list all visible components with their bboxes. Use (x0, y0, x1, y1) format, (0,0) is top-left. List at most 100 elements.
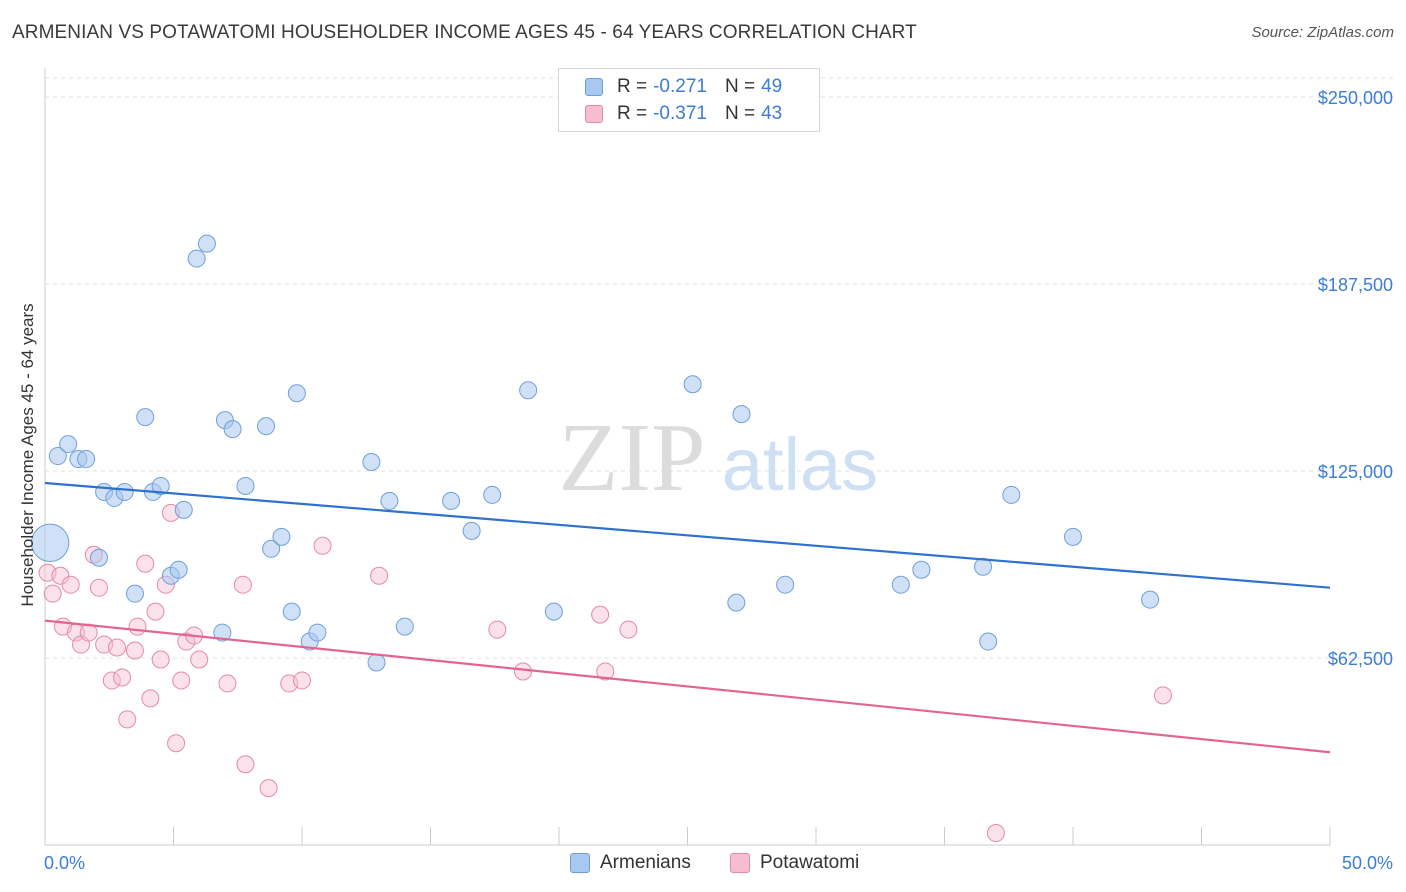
armenian-point (1002, 485, 1021, 504)
armenian-point (223, 420, 242, 439)
armenian-point (362, 453, 381, 472)
potawatomi-point (619, 620, 638, 639)
armenian-point (136, 408, 155, 427)
potawatomi-point (259, 779, 278, 798)
potawatomi-swatch (585, 105, 603, 123)
armenian-points (30, 234, 1160, 672)
r-value: -0.371 (653, 103, 707, 124)
axes (44, 68, 1331, 846)
armenian-point (367, 653, 386, 672)
armenian-point (519, 381, 538, 400)
potawatomi-trend-line (44, 619, 1331, 754)
legend-item-armenians: Armenians (570, 852, 691, 874)
potawatomi-points (38, 503, 1172, 843)
potawatomi-point (151, 650, 170, 669)
potawatomi-point (236, 755, 255, 774)
n-value: 43 (761, 103, 783, 124)
x-tick-label: 0.0% (44, 853, 85, 873)
potawatomi-point (172, 671, 191, 690)
legend-label-armenians: Armenians (600, 852, 691, 873)
armenian-point (30, 523, 70, 563)
potawatomi-point (514, 662, 533, 681)
potawatomi-point (1153, 686, 1172, 705)
potawatomi-point (125, 641, 144, 660)
legend-label-potawatomi: Potawatomi (760, 852, 860, 873)
armenian-point (213, 623, 232, 642)
potawatomi-point (218, 674, 237, 693)
armenian-point (115, 482, 134, 501)
armenian-point (236, 476, 255, 495)
armenian-point (544, 602, 563, 621)
y-axis-label: Householder Income Ages 45 - 64 years (18, 303, 37, 606)
potawatomi-point (43, 584, 62, 603)
legend-item-potawatomi: Potawatomi (730, 852, 859, 874)
y-tick-label: $125,000 (1318, 462, 1393, 482)
y-tick-label: $62,500 (1328, 649, 1393, 669)
armenian-point (59, 435, 78, 454)
potawatomi-point (89, 578, 108, 597)
grid-lines (45, 77, 1395, 659)
armenian-point (89, 548, 108, 567)
armenian-point (1064, 527, 1082, 546)
potawatomi-point (488, 620, 507, 639)
armenian-point (891, 575, 910, 594)
armenian-point (257, 417, 276, 436)
armenian-point (197, 234, 216, 253)
armenian-point (380, 491, 399, 510)
trend-lines (44, 481, 1331, 754)
potawatomi-point (51, 566, 70, 585)
r-label: R = (617, 76, 648, 97)
potawatomi-point (167, 734, 186, 753)
potawatomi-point (61, 575, 80, 594)
chart-title: ARMENIAN VS POTAWATOMI HOUSEHOLDER INCOM… (12, 22, 917, 43)
y-tick-label: $187,500 (1318, 275, 1393, 295)
legend-row-armenians: R = -0.271 N = 49 (585, 74, 782, 100)
armenian-point (1141, 590, 1160, 609)
armenian-point (462, 521, 481, 540)
tick-labels: $62,500 $125,000 $187,500 $250,000 0.0% 50.0% (44, 88, 1393, 873)
potawatomi-point (986, 824, 1005, 843)
potawatomi-point (102, 671, 121, 690)
armenian-point (979, 632, 998, 651)
armenian-point (912, 560, 931, 579)
potawatomi-point (128, 617, 147, 636)
potawatomi-point (146, 602, 165, 621)
armenian-point (776, 575, 795, 594)
armenian-point (125, 584, 144, 603)
legend-row-potawatomi: R = -0.371 N = 43 (585, 101, 782, 127)
armenian-point (174, 500, 193, 519)
r-value: -0.271 (653, 76, 707, 97)
y-tick-label: $250,000 (1318, 88, 1393, 108)
armenian-point (483, 485, 502, 504)
armenian-point (732, 405, 751, 424)
armenian-point (282, 602, 301, 621)
potawatomi-point (293, 671, 311, 690)
correlation-legend: R = -0.271 N = 49 R = -0.371 N = 43 (558, 68, 820, 132)
armenian-point (395, 617, 414, 636)
n-value: 49 (761, 76, 783, 97)
armenian-point (308, 623, 327, 642)
potawatomi-point (113, 668, 132, 687)
armenian-point (683, 375, 702, 394)
armenian-point (727, 593, 746, 612)
potawatomi-point (591, 605, 610, 624)
armenian-point (974, 557, 993, 576)
armenian-point (262, 539, 281, 558)
watermark-zip: ZIP (559, 404, 706, 512)
potawatomi-point (190, 650, 209, 669)
armenian-point (77, 450, 96, 469)
x-tick-label: 50.0% (1342, 853, 1393, 873)
armenian-point (187, 249, 206, 268)
series-legend: Armenians Potawatomi (0, 852, 1406, 878)
potawatomi-point (107, 638, 126, 657)
n-label: N = (724, 76, 756, 97)
watermark: ZIP atlas (559, 404, 879, 512)
potawatomi-swatch (730, 853, 750, 873)
potawatomi-point (118, 710, 137, 729)
potawatomi-point (233, 575, 252, 594)
armenians-swatch (570, 853, 590, 873)
r-label: R = (617, 103, 648, 124)
potawatomi-point (596, 662, 615, 681)
watermark-atlas: atlas (722, 423, 878, 506)
